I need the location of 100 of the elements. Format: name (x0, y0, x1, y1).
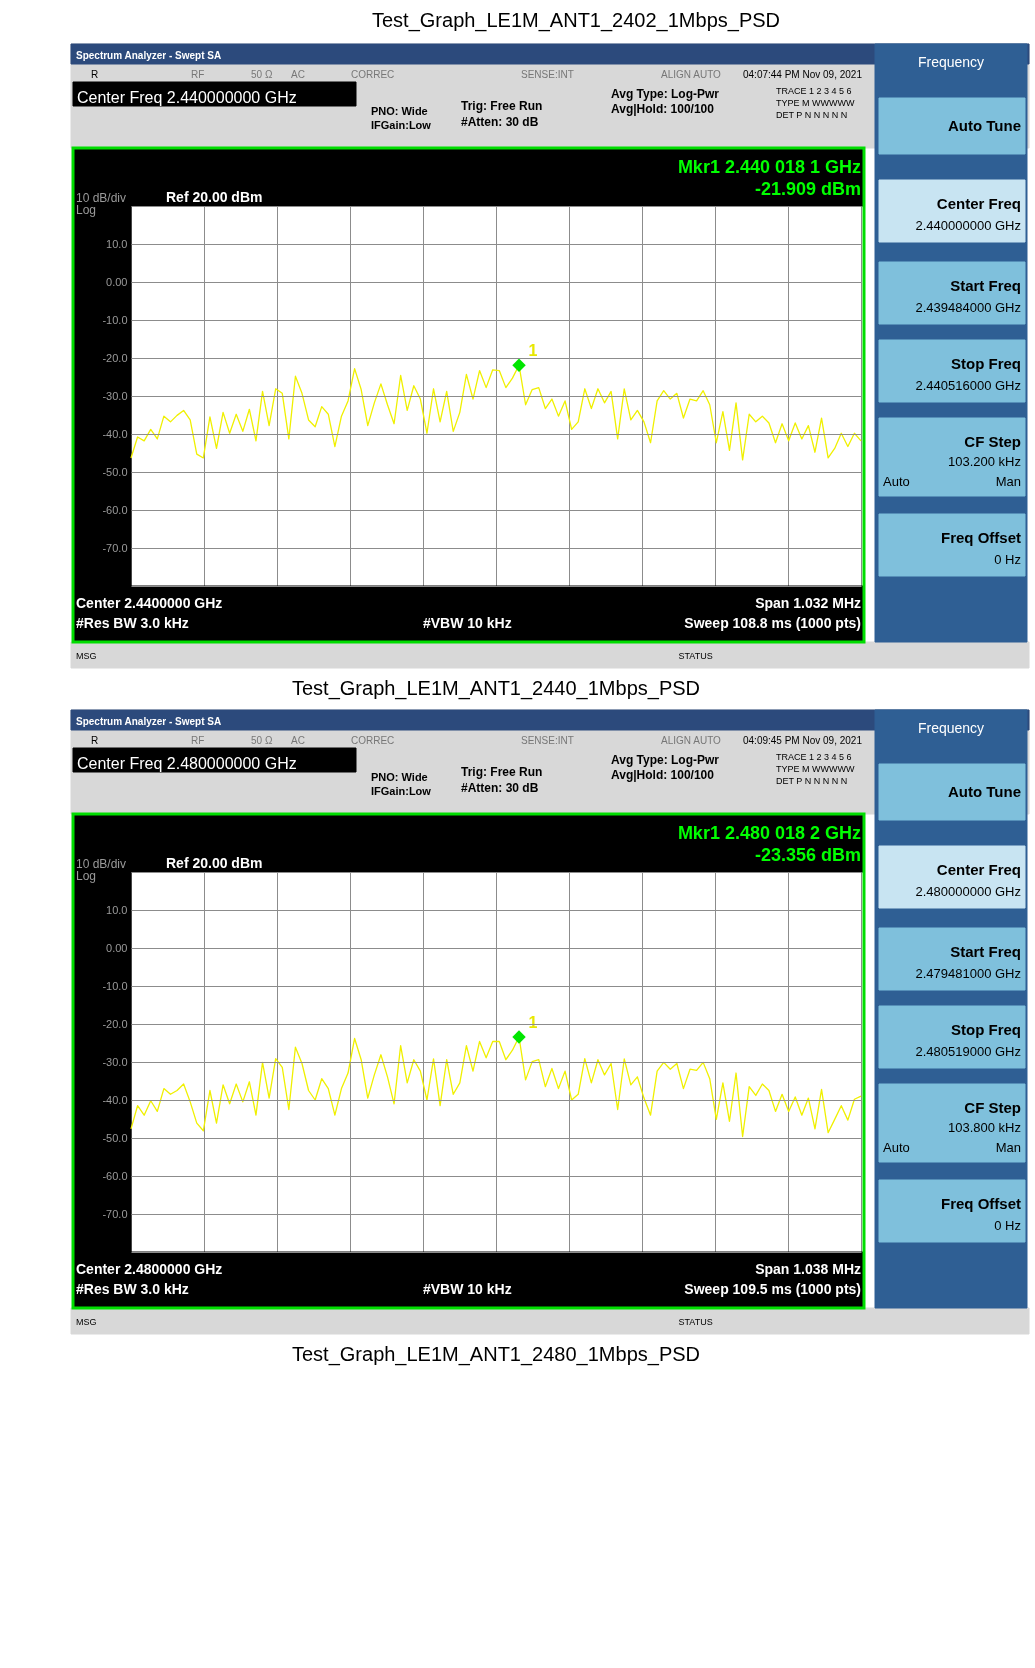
text: 103.800 kHz (948, 1120, 1021, 1135)
text: AC (291, 735, 305, 746)
text: Frequency (917, 720, 985, 736)
text: Avg|Hold: 100/100 (611, 102, 715, 116)
text: Freq Offset (940, 529, 1021, 546)
text: Auto Tune (947, 117, 1021, 134)
text: 10 dB/div (76, 191, 127, 205)
text: #Atten: 30 dB (461, 781, 539, 795)
text: Man (995, 1140, 1021, 1155)
text: Span 1.038 MHz (755, 1261, 861, 1277)
y-tick-label: -20.0 (102, 351, 128, 364)
text: Span 1.032 MHz (755, 595, 861, 611)
text: Test_Graph_LE1M_ANT1_2480_1Mbps_PSD (291, 1342, 701, 1366)
text: Stop Freq (951, 355, 1021, 372)
text: Center Freq (936, 195, 1021, 212)
text: Ref 20.00 dBm (166, 189, 263, 205)
text: Center 2.4800000 GHz (76, 1261, 223, 1277)
y-tick-label: 10.0 (106, 237, 128, 250)
text: TYPE M WWWWW (776, 98, 855, 108)
text: Auto (883, 474, 910, 489)
text: PNO: Wide (371, 105, 428, 117)
text: TRACE 1 2 3 4 5 6 (776, 752, 852, 762)
y-tick-label: -10.0 (102, 979, 128, 992)
y-tick-label: -50.0 (102, 1131, 128, 1144)
y-tick-label: -30.0 (102, 1055, 128, 1068)
text: IFGain:Low (371, 785, 432, 797)
text: #VBW 10 kHz (423, 1281, 512, 1297)
text: 0 Hz (994, 552, 1021, 567)
text: RF (191, 735, 205, 746)
text: DET P N N N N N (776, 110, 848, 120)
text: 04:09:45 PM Nov 09, 2021 (743, 735, 863, 746)
text: Auto (883, 1140, 910, 1155)
text: TYPE M WWWWW (776, 764, 855, 774)
text: 2.439484000 GHz (915, 300, 1021, 315)
text: SENSE:INT (521, 69, 574, 80)
text: Freq Offset (940, 1195, 1021, 1212)
text: Mkr1 2.440 018 1 GHz (677, 157, 861, 177)
y-tick-label: -10.0 (102, 313, 128, 326)
text: Start Freq (950, 943, 1021, 960)
text: 10 dB/div (76, 857, 127, 871)
text: 103.200 kHz (948, 454, 1021, 469)
text: Center Freq (936, 861, 1021, 878)
text: Avg Type: Log-Pwr (611, 87, 720, 101)
text: CF Step (964, 433, 1021, 450)
text: #Res BW 3.0 kHz (76, 1281, 189, 1297)
text: R (91, 735, 99, 746)
text: STATUS (678, 1317, 713, 1327)
text: #Res BW 3.0 kHz (76, 615, 189, 631)
y-tick-label: -70.0 (102, 1207, 128, 1220)
text: SENSE:INT (521, 735, 574, 746)
text: TRACE 1 2 3 4 5 6 (776, 86, 852, 96)
text: R (91, 69, 99, 80)
text: 50 Ω (251, 69, 273, 80)
text: Center Freq 2.480000000 GHz (77, 755, 297, 772)
text: Avg|Hold: 100/100 (611, 768, 715, 782)
text: 50 Ω (251, 735, 273, 746)
text: STATUS (678, 651, 713, 661)
text: Log (76, 869, 97, 883)
text: 2.440000000 GHz (915, 218, 1021, 233)
text: ALIGN AUTO (661, 735, 722, 746)
text: Trig: Free Run (461, 99, 543, 113)
text: Test_Graph_LE1M_ANT1_2440_1Mbps_PSD (291, 676, 701, 700)
text: -23.356 dBm (754, 845, 861, 865)
text: 2.480519000 GHz (915, 1044, 1021, 1059)
text: Avg Type: Log-Pwr (611, 753, 720, 767)
y-tick-label: 0.00 (106, 941, 128, 954)
y-tick-label: 0.00 (106, 275, 128, 288)
text: RF (191, 69, 205, 80)
text: Frequency (917, 54, 985, 70)
text: 2.479481000 GHz (915, 966, 1021, 981)
text: Ref 20.00 dBm (166, 855, 263, 871)
text: 04:07:44 PM Nov 09, 2021 (743, 69, 863, 80)
text: DET P N N N N N (776, 776, 848, 786)
text: #Atten: 30 dB (461, 115, 539, 129)
text: IFGain:Low (371, 119, 432, 131)
text: MSG (76, 651, 97, 661)
y-tick-label: -60.0 (102, 1169, 128, 1182)
text: 2.440516000 GHz (915, 378, 1021, 393)
text: Trig: Free Run (461, 765, 543, 779)
text: Auto Tune (947, 783, 1021, 800)
text: Spectrum Analyzer - Swept SA (76, 716, 222, 727)
text: Sweep 109.5 ms (1000 pts) (684, 1281, 861, 1297)
text: CORREC (351, 69, 395, 80)
text: AC (291, 69, 305, 80)
text: Log (76, 203, 97, 217)
text: #VBW 10 kHz (423, 615, 512, 631)
y-tick-label: -70.0 (102, 541, 128, 554)
text: 2.480000000 GHz (915, 884, 1021, 899)
text: Stop Freq (951, 1021, 1021, 1038)
series-label: 1 (528, 342, 538, 360)
y-tick-label: -40.0 (102, 427, 128, 440)
text: Center 2.4400000 GHz (76, 595, 223, 611)
y-tick-label: -60.0 (102, 503, 128, 516)
text: Start Freq (950, 277, 1021, 294)
text: Spectrum Analyzer - Swept SA (76, 50, 222, 61)
y-tick-label: -20.0 (102, 1017, 128, 1030)
text: Mkr1 2.480 018 2 GHz (677, 823, 861, 843)
y-tick-label: -50.0 (102, 465, 128, 478)
text: CORREC (351, 735, 395, 746)
text: 0 Hz (994, 1218, 1021, 1233)
